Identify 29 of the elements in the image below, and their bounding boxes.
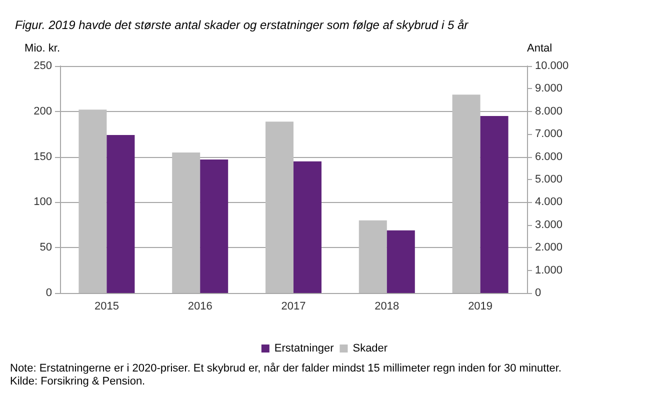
x-tick-label: 2019	[468, 300, 493, 312]
y2-tick-label: 7.000	[535, 128, 563, 140]
y2-tick-label: 10.000	[535, 60, 569, 72]
y2-tick-label: 5.000	[535, 174, 563, 186]
legend-label: Erstatninger	[274, 342, 334, 354]
y2-tick-label: 9.000	[535, 82, 563, 95]
y2-tick-label: 4.000	[535, 196, 563, 208]
x-tick-label: 2015	[94, 300, 119, 312]
y2-tick-label: 6.000	[535, 150, 563, 163]
y-tick-label: 0	[46, 287, 52, 299]
legend-label: Skader	[352, 342, 388, 354]
text: Kilde: Forsikring & Pension.	[10, 376, 146, 388]
x-tick-label: 2018	[374, 300, 400, 312]
y-tick-label: 100	[34, 196, 52, 208]
x-tick-label: 2017	[281, 300, 306, 312]
y-tick-label: 200	[34, 105, 52, 118]
y-tick-label: 50	[40, 242, 52, 254]
y2-axis-title: Antal	[527, 42, 552, 54]
y2-tick-label: 2.000	[535, 242, 563, 254]
y-tick-label: 250	[34, 60, 52, 72]
y2-tick-label: 0	[535, 287, 542, 299]
text: Note: Erstatningerne er i 2020-priser. Et skybrud er, når der falder mindst 15 millimeter regn inden for 30 minutter.	[10, 362, 562, 374]
x-tick-label: 2016	[188, 300, 212, 312]
y-tick-label: 150	[34, 150, 52, 163]
y2-tick-label: 8.000	[535, 105, 563, 118]
y2-tick-label: 3.000	[535, 218, 563, 231]
y-axis-title: Mio. kr.	[24, 42, 60, 54]
y2-tick-label: 1.000	[535, 264, 563, 276]
chart-title: Figur. 2019 havde det største antal skader og erstatninger som følge af skybrud i 5 år	[15, 18, 470, 32]
